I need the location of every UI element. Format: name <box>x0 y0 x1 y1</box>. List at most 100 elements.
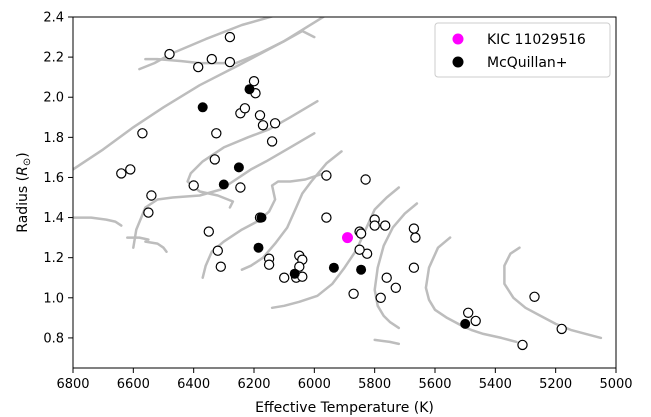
mcquillan-point-9 <box>460 318 471 329</box>
open-point-40 <box>369 220 380 231</box>
open-point-25 <box>215 261 226 272</box>
mcquillan-point-3 <box>218 179 229 190</box>
evolution-track-11 <box>373 202 419 330</box>
evolution-track-14 <box>373 338 401 346</box>
y-axis-title-sub: ⊙ <box>22 158 33 166</box>
open-point-19 <box>188 180 199 191</box>
open-point-17 <box>209 154 220 165</box>
evolution-track-7 <box>126 236 150 241</box>
x-axis-ticks: 6800 6600 6400 6200 6000 5800 5600 5400 5200 5000 <box>56 368 633 392</box>
legend-marker-mcquillan <box>452 56 464 68</box>
x-tick-label-5000: 5000 <box>599 377 632 392</box>
x-tick-label-5400: 5400 <box>479 377 512 392</box>
legend-box <box>434 22 611 78</box>
evolution-track-13 <box>503 246 603 340</box>
legend-label-kic: KIC 11029516 <box>487 32 586 48</box>
y-axis-title-main: Radius ( <box>15 176 31 233</box>
x-tick-label-5200: 5200 <box>539 377 572 392</box>
x-tick-label-6600: 6600 <box>117 377 150 392</box>
x-tick-label-6200: 6200 <box>237 377 270 392</box>
open-point-28 <box>279 272 290 283</box>
mcquillan-point-8 <box>356 264 367 275</box>
mcquillan-point-6 <box>289 268 300 279</box>
open-point-15 <box>125 164 136 175</box>
evolution-track-6 <box>73 216 123 227</box>
y-tick-label-1.0: 1.0 <box>43 291 64 306</box>
open-point-24 <box>212 245 223 256</box>
mcquillan-point-2 <box>233 162 244 173</box>
open-point-7 <box>137 128 148 139</box>
open-point-54 <box>556 323 567 335</box>
open-point-55 <box>517 339 528 351</box>
x-tick-label-6800: 6800 <box>56 377 89 392</box>
open-point-51 <box>463 307 474 318</box>
open-point-44 <box>381 272 392 283</box>
open-point-45 <box>390 282 401 293</box>
open-point-4 <box>224 56 236 68</box>
evolution-track-2 <box>73 17 326 171</box>
mcquillan-point-1 <box>244 84 255 95</box>
open-point-13 <box>269 118 281 129</box>
open-point-2 <box>206 53 217 65</box>
y-axis-title: Radius (R⊙) <box>15 152 33 232</box>
open-point-53 <box>529 291 540 302</box>
open-point-52 <box>470 315 481 327</box>
y-tick-label-1.2: 1.2 <box>43 251 64 266</box>
open-point-48 <box>408 223 420 234</box>
plot-frame <box>72 16 617 369</box>
open-point-31 <box>294 261 305 272</box>
mcquillan-point-4 <box>256 212 267 223</box>
open-point-47 <box>348 288 359 299</box>
highlight-point-layer <box>342 232 353 244</box>
open-point-41 <box>380 220 391 231</box>
open-point-34 <box>321 170 332 181</box>
evolution-track-0 <box>138 17 275 71</box>
x-tick-label-6400: 6400 <box>177 377 210 392</box>
mcquillan-point-0 <box>197 102 208 113</box>
open-point-23 <box>203 226 214 237</box>
mcquillan-point-7 <box>328 262 339 273</box>
open-point-12 <box>257 120 269 131</box>
open-point-50 <box>408 262 420 273</box>
open-point-1 <box>224 31 236 43</box>
open-point-5 <box>248 75 260 87</box>
kic-11029516-point <box>342 232 353 244</box>
y-tick-label-1.8: 1.8 <box>43 131 64 146</box>
open-point-10 <box>239 103 251 114</box>
open-point-43 <box>354 244 365 255</box>
open-point-0 <box>164 48 175 60</box>
x-axis-title: Effective Temperature (K) <box>255 400 434 416</box>
x-tick-label-6000: 6000 <box>298 377 331 392</box>
open-point-20 <box>235 182 246 193</box>
open-point-18 <box>146 190 157 201</box>
x-tick-label-5800: 5800 <box>358 377 391 392</box>
y-tick-label-2.0: 2.0 <box>43 91 64 106</box>
open-point-21 <box>143 207 154 218</box>
open-point-35 <box>321 212 332 223</box>
y-tick-label-1.6: 1.6 <box>43 171 64 186</box>
open-point-36 <box>360 174 371 185</box>
open-point-27 <box>263 259 275 270</box>
y-tick-label-2.2: 2.2 <box>43 51 64 66</box>
open-point-14 <box>266 136 278 147</box>
open-points <box>116 31 567 351</box>
evolution-track-8 <box>144 240 168 253</box>
legend: KIC 11029516 McQuillan+ <box>434 22 611 78</box>
open-point-46 <box>375 292 386 303</box>
evolution-track-3 <box>186 99 319 209</box>
x-tick-label-5600: 5600 <box>418 377 451 392</box>
mcquillan-point-5 <box>253 242 264 253</box>
evolution-track-4 <box>132 132 316 249</box>
open-point-49 <box>410 232 421 243</box>
y-axis-ticks: 0.8 1.0 1.2 1.4 1.6 1.8 2.0 2.2 2.4 <box>43 11 73 346</box>
open-point-16 <box>116 168 127 179</box>
open-point-38 <box>355 228 367 239</box>
evolution-track-9 <box>240 150 343 271</box>
y-tick-label-0.8: 0.8 <box>43 331 64 346</box>
evolution-track-10 <box>270 186 401 310</box>
mcquillan-points <box>197 84 471 329</box>
open-point-3 <box>192 61 204 73</box>
y-tick-label-2.4: 2.4 <box>43 11 64 26</box>
evolution-track-12 <box>424 236 518 344</box>
